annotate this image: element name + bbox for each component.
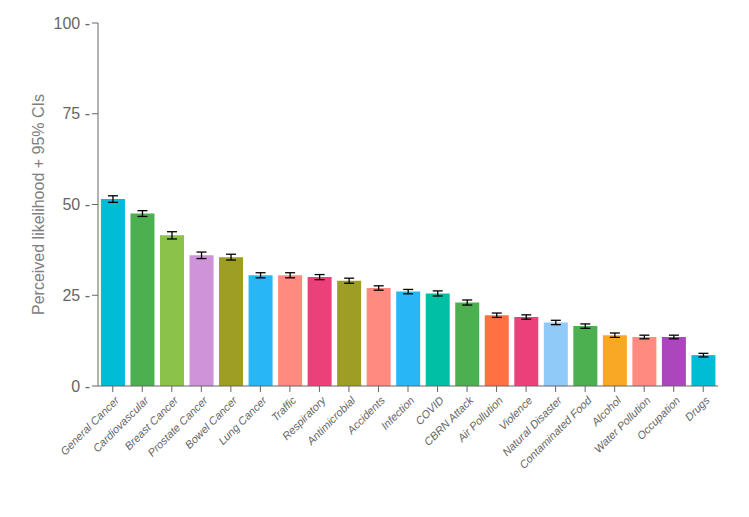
svg-text:Infection: Infection	[379, 394, 417, 432]
svg-text:Cardiovascular: Cardiovascular	[90, 394, 151, 455]
svg-text:Violence: Violence	[496, 394, 535, 433]
svg-text:Perceived likelihood + 95% CIs: Perceived likelihood + 95% CIs	[30, 94, 47, 315]
svg-text:General Cancer: General Cancer	[57, 394, 122, 458]
svg-text:Contaminated Food: Contaminated Food	[517, 393, 594, 470]
svg-text:Occupation: Occupation	[634, 394, 682, 442]
svg-text:Air Pollution: Air Pollution	[454, 394, 505, 445]
svg-text:Traffic: Traffic	[268, 394, 299, 424]
svg-text:Accidents: Accidents	[344, 394, 387, 437]
svg-text:50 -: 50 -	[62, 196, 90, 213]
svg-text:Natural Disaster: Natural Disaster	[499, 394, 565, 459]
svg-text:Respiratory: Respiratory	[279, 394, 328, 443]
svg-text:0 -: 0 -	[71, 378, 90, 395]
svg-text:COVID: COVID	[412, 394, 446, 428]
svg-text:Water Pollution: Water Pollution	[591, 394, 653, 456]
svg-text:Lung Cancer: Lung Cancer	[216, 393, 270, 447]
svg-text:100 -: 100 -	[54, 15, 90, 32]
svg-text:75 -: 75 -	[62, 105, 90, 122]
svg-text:Breast Cancer: Breast Cancer	[122, 394, 181, 453]
svg-text:Drugs: Drugs	[682, 394, 712, 424]
svg-text:Bowel Cancer: Bowel Cancer	[182, 394, 240, 451]
svg-text:Antimicrobial: Antimicrobial	[304, 394, 358, 448]
svg-text:CBRN Attack: CBRN Attack	[422, 394, 476, 448]
svg-text:Prostate Cancer: Prostate Cancer	[145, 394, 210, 459]
svg-text:Alcohol: Alcohol	[589, 394, 624, 428]
svg-text:25 -: 25 -	[62, 287, 90, 304]
